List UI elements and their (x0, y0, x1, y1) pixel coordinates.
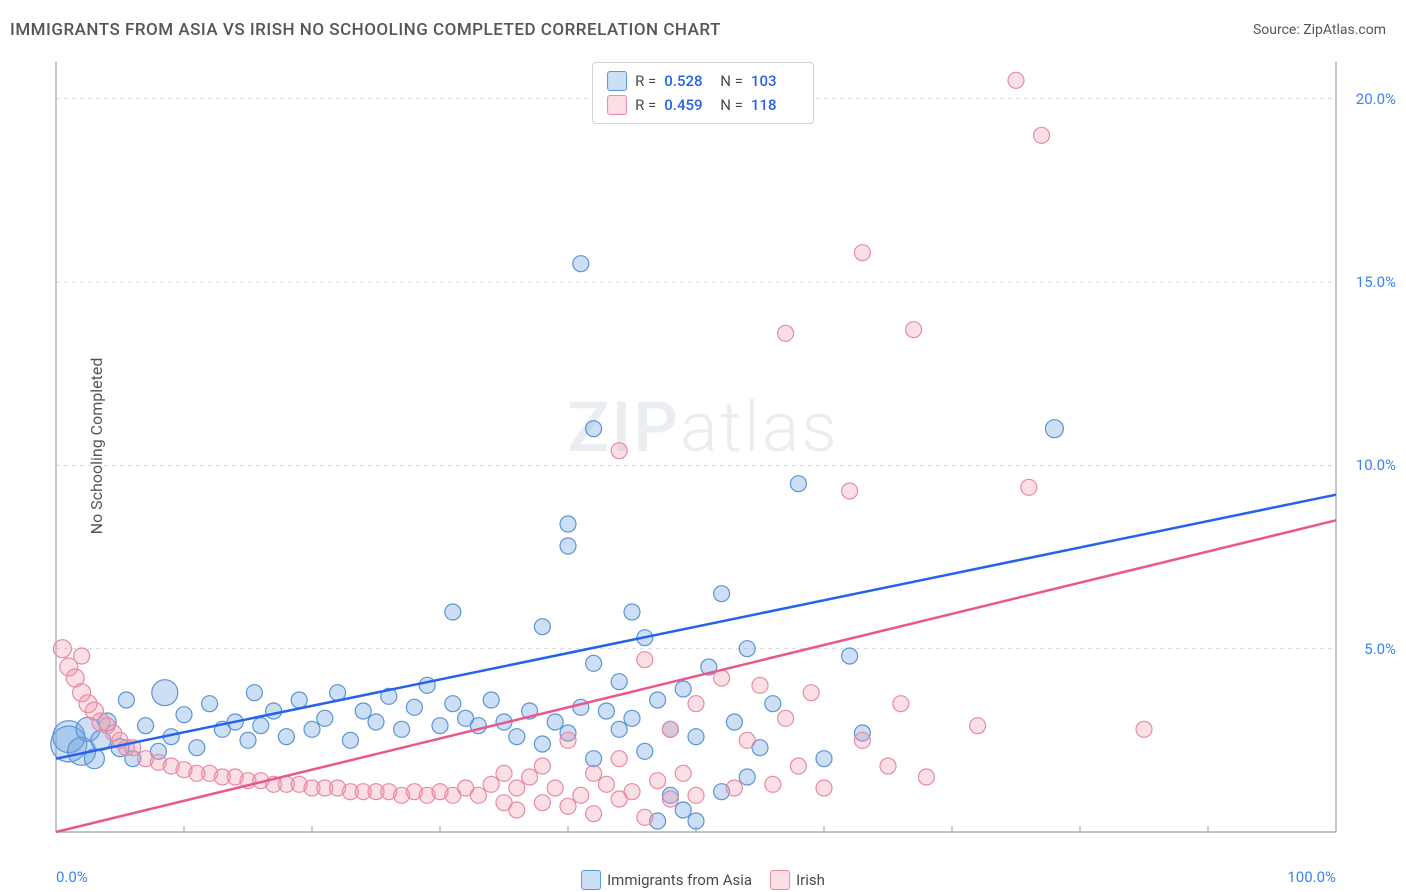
x-axis-min-label: 0.0% (56, 868, 88, 886)
stats-legend-row-asia: R = 0.528 N = 103 (607, 69, 799, 93)
legend-item-asia: Immigrants from Asia (581, 870, 752, 890)
n-label: N = (720, 93, 743, 117)
chart-title: IMMIGRANTS FROM ASIA VS IRISH NO SCHOOLI… (10, 20, 721, 40)
legend-item-irish: Irish (770, 870, 825, 890)
r-value-irish: 0.459 (664, 93, 712, 117)
y-tick-label: 15.0% (1356, 273, 1396, 291)
source-label: Source: (1253, 22, 1300, 38)
stats-legend: R = 0.528 N = 103 R = 0.459 N = 118 (592, 62, 814, 124)
correlation-chart: IMMIGRANTS FROM ASIA VS IRISH NO SCHOOLI… (0, 0, 1406, 892)
series-legend: Immigrants from Asia Irish (581, 870, 825, 890)
scatter-svg (56, 62, 1336, 832)
swatch-asia (581, 870, 601, 890)
n-value-asia: 103 (751, 69, 799, 93)
r-label: R = (635, 69, 656, 93)
x-axis-max-label: 100.0% (1287, 868, 1336, 886)
stats-legend-row-irish: R = 0.459 N = 118 (607, 93, 799, 117)
plot-area (56, 62, 1336, 832)
y-tick-label: 5.0% (1364, 640, 1396, 658)
n-value-irish: 118 (751, 93, 799, 117)
legend-label-asia: Immigrants from Asia (607, 871, 752, 889)
swatch-asia (607, 71, 627, 91)
source-value: ZipAtlas.com (1303, 22, 1386, 38)
n-label: N = (720, 69, 743, 93)
r-label: R = (635, 93, 656, 117)
swatch-irish (770, 870, 790, 890)
swatch-irish (607, 95, 627, 115)
r-value-asia: 0.528 (664, 69, 712, 93)
y-tick-label: 20.0% (1356, 90, 1396, 108)
y-tick-label: 10.0% (1356, 456, 1396, 474)
legend-label-irish: Irish (796, 871, 825, 889)
source-attribution: Source: ZipAtlas.com (1253, 22, 1386, 38)
